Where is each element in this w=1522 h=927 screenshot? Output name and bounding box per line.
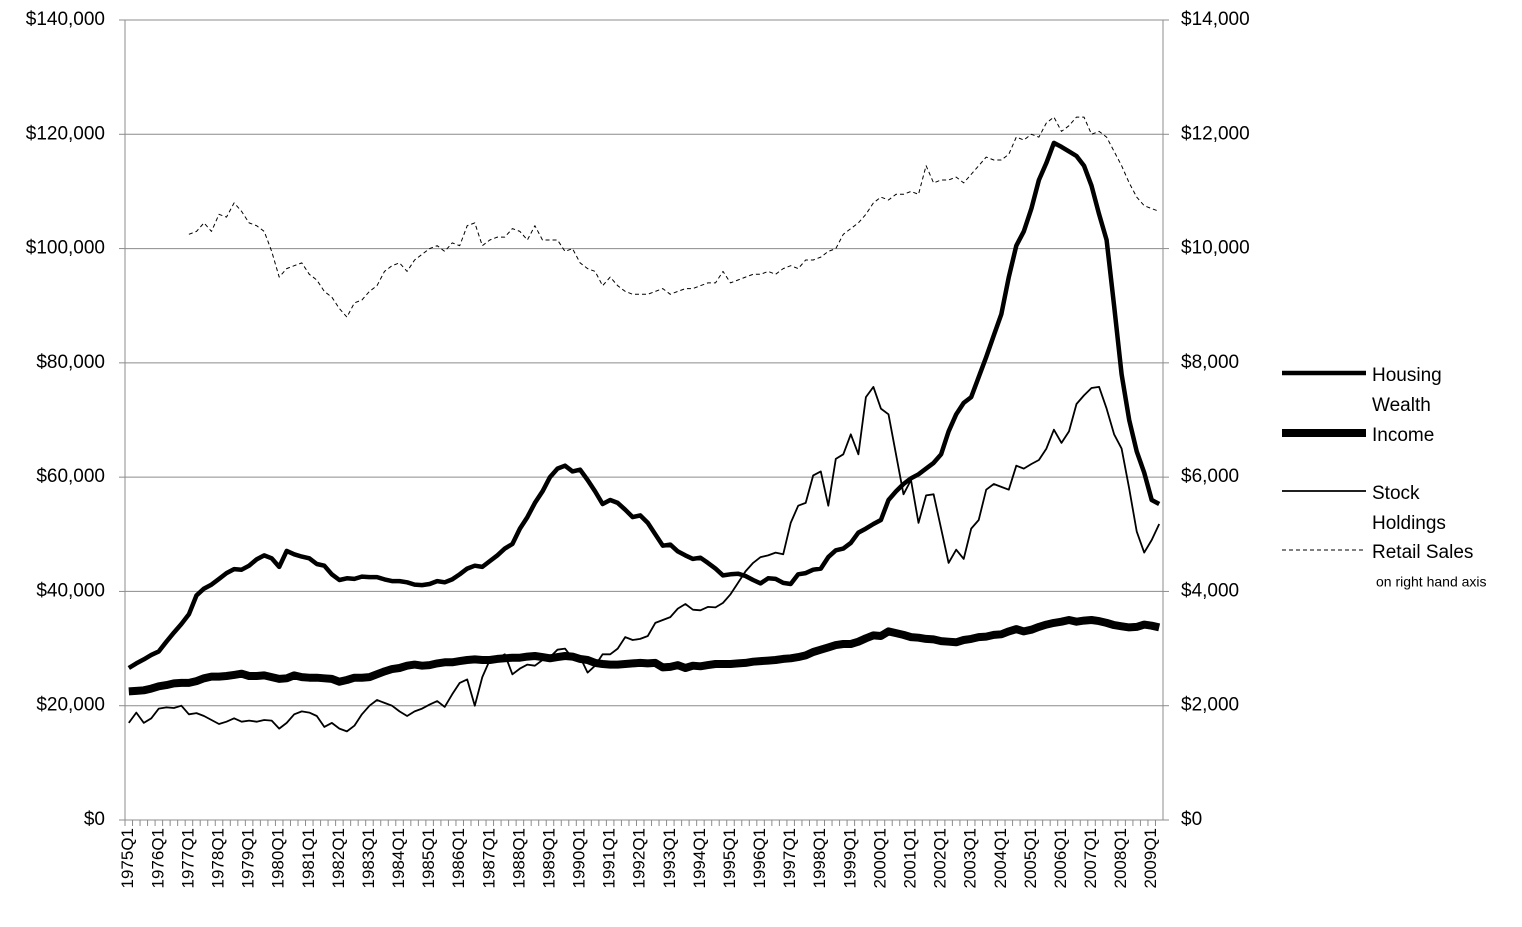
y-tick-label: $0 [84, 809, 105, 830]
legend-label: Housing Wealth [1372, 365, 1442, 416]
y-tick-label: $80,000 [36, 352, 105, 373]
x-tick-label: 1981Q1 [299, 828, 318, 889]
y2-tick-label: $12,000 [1181, 123, 1250, 144]
y-tick-label: $40,000 [36, 580, 105, 601]
y2-tick-label: $0 [1181, 809, 1202, 830]
x-tick-label: 2005Q1 [1021, 828, 1040, 889]
x-tick-label: 1975Q1 [118, 828, 137, 889]
y-tick-label: $120,000 [26, 123, 105, 144]
series-line [188, 116, 1160, 318]
x-tick-label: 1998Q1 [810, 828, 829, 889]
x-tick-label: 2007Q1 [1081, 828, 1100, 889]
x-tick-label: 1992Q1 [630, 828, 649, 889]
y2-tick-label: $8,000 [1181, 352, 1239, 373]
x-tick-label: 1996Q1 [750, 828, 769, 889]
x-tick-label: 1989Q1 [539, 828, 558, 889]
x-tick-label: 1976Q1 [148, 828, 167, 889]
legend-label: Income [1372, 425, 1435, 446]
x-tick-label: 1979Q1 [239, 828, 258, 889]
series-line [128, 616, 1161, 696]
x-tick-label: 1990Q1 [570, 828, 589, 889]
x-tick-label: 1987Q1 [479, 828, 498, 889]
x-tick-label: 1986Q1 [449, 828, 468, 889]
x-tick-label: 1997Q1 [780, 828, 799, 889]
x-tick-label: 2008Q1 [1111, 828, 1130, 889]
x-tick-label: 2004Q1 [991, 828, 1010, 889]
y-tick-label: $140,000 [26, 9, 105, 30]
x-tick-label: 1994Q1 [690, 828, 709, 889]
legend-note: on right hand axis [1376, 574, 1487, 590]
y-tick-label: $60,000 [36, 466, 105, 487]
series-line [127, 140, 1161, 670]
y-tick-label: $20,000 [36, 695, 105, 716]
x-tick-label: 2002Q1 [931, 828, 950, 889]
x-tick-label: 1991Q1 [600, 828, 619, 889]
x-tick-label: 2003Q1 [961, 828, 980, 889]
x-tick-label: 2009Q1 [1141, 828, 1160, 889]
y2-tick-label: $6,000 [1181, 466, 1239, 487]
x-tick-label: 2006Q1 [1051, 828, 1070, 889]
x-tick-label: 1993Q1 [660, 828, 679, 889]
x-tick-label: 1983Q1 [359, 828, 378, 889]
x-tick-label: 1988Q1 [509, 828, 528, 889]
y-tick-label: $100,000 [26, 238, 105, 259]
x-tick-label: 1995Q1 [720, 828, 739, 889]
x-tick-label: 1980Q1 [269, 828, 288, 889]
x-tick-label: 2001Q1 [901, 828, 920, 889]
legend-label: Retail Sales [1372, 542, 1474, 563]
x-tick-label: 1982Q1 [329, 828, 348, 889]
x-tick-label: 1984Q1 [389, 828, 408, 889]
x-tick-label: 1999Q1 [840, 828, 859, 889]
series-line [128, 386, 1161, 733]
x-tick-label: 1977Q1 [178, 828, 197, 889]
y2-tick-label: $2,000 [1181, 695, 1239, 716]
legend-label: Stock Holdings [1372, 483, 1446, 534]
x-tick-label: 1985Q1 [419, 828, 438, 889]
x-tick-label: 1978Q1 [209, 828, 228, 889]
y2-tick-label: $10,000 [1181, 238, 1250, 259]
x-tick-label: 2000Q1 [870, 828, 889, 889]
y2-tick-label: $4,000 [1181, 580, 1239, 601]
y2-tick-label: $14,000 [1181, 9, 1250, 30]
